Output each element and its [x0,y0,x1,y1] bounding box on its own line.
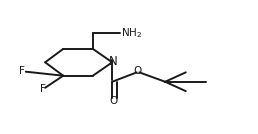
Text: F: F [40,84,46,94]
Text: NH$_2$: NH$_2$ [121,26,142,40]
Text: N: N [109,55,118,68]
Text: F: F [19,66,25,76]
Text: O: O [133,66,142,76]
Text: O: O [109,96,118,106]
